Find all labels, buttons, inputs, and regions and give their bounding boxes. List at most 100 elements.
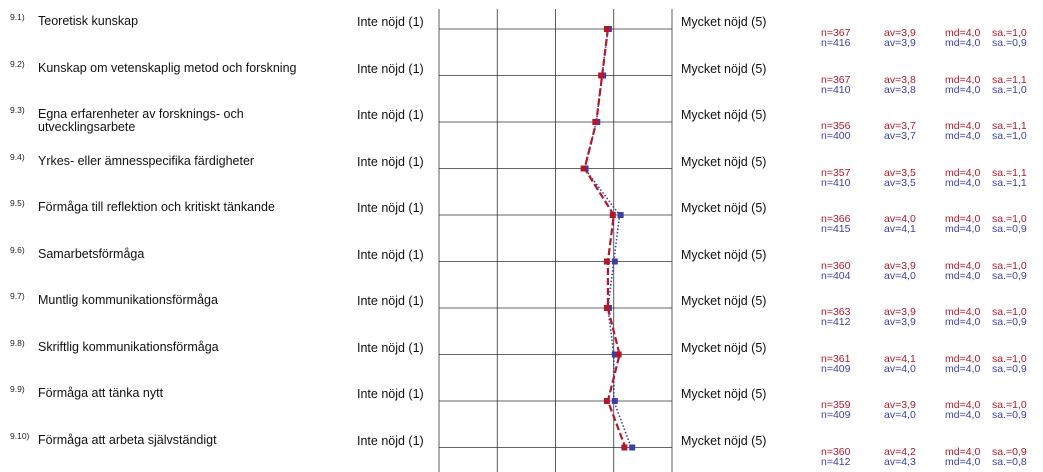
series-a-point: [603, 26, 610, 32]
question-label: Samarbetsförmåga: [38, 246, 145, 261]
scale-high-label: Mycket nöjd (5): [681, 108, 767, 122]
stat-av-series-a: av=3,9: [884, 259, 916, 272]
question-row: 9.2) Kunskap om vetenskaplig metod och fo…: [0, 54, 1043, 100]
stat-av-series-b: av=4,1: [884, 223, 916, 235]
stat-sa-series-b: sa.=0,9: [992, 316, 1027, 328]
scale-low-label: Inte nöjd (1): [357, 433, 424, 448]
stat-sa-series-b: sa.=0,8: [992, 455, 1027, 468]
scale-high-label: Mycket nöjd (5): [681, 61, 767, 76]
stat-av-series-b: av=3,9: [884, 316, 916, 328]
question-row: 9.8) Skriftlig kommunikationsförmåga Inte …: [0, 333, 1043, 379]
series-a-point: [603, 398, 610, 404]
stat-md-series-b: md=4,0: [945, 269, 981, 282]
question-number: 9.6): [10, 244, 25, 255]
question-label: Förmåga att tänka nytt: [38, 386, 164, 400]
scale-low-label: Inte nöjd (1): [357, 387, 424, 401]
stat-n-series-b: n=404: [821, 269, 851, 282]
stat-md-series-b: md=4,0: [945, 455, 981, 468]
stat-md-series-a: md=4,0: [945, 27, 981, 39]
stat-av-series-a: av=3,7: [884, 120, 916, 132]
stat-av-series-a: av=3,8: [884, 73, 916, 86]
stat-n-series-a: n=367: [821, 27, 851, 39]
stat-sa-series-a: sa.=1,0: [992, 259, 1027, 272]
stat-md-series-b: md=4,0: [945, 362, 981, 375]
scale-high-label: Mycket nöjd (5): [681, 201, 767, 215]
stat-sa-series-a: sa.=1,0: [992, 352, 1027, 365]
stat-md-series-a: md=4,0: [945, 306, 981, 318]
question-number: 9.3): [10, 105, 25, 115]
series-a-point: [598, 72, 605, 79]
stat-md-series-a: md=4,0: [945, 213, 981, 225]
series-a-point: [609, 212, 616, 218]
question-row: 9.1) Teoretisk kunskap Inte nöjd (1) Mycket…: [0, 7, 1043, 53]
stat-sa-series-b: sa.=0,9: [992, 37, 1027, 49]
scale-high-label: Mycket nöjd (5): [681, 294, 767, 308]
stat-md-series-b: md=4,0: [945, 83, 981, 96]
question-row: 9.3) Egna erfarenheter av forsknings- och…: [0, 100, 1043, 146]
scale-high-label: Mycket nöjd (5): [681, 387, 767, 401]
series-a-point: [615, 351, 622, 358]
stat-sa-series-b: sa.=0,9: [992, 409, 1027, 421]
stat-av-series-b: av=4,0: [884, 409, 916, 421]
scale-low-label: Inte nöjd (1): [357, 340, 424, 355]
stat-md-series-a: md=4,0: [945, 166, 981, 179]
stat-av-series-a: av=4,2: [884, 445, 916, 458]
stat-n-series-a: n=357: [821, 166, 851, 179]
question-number: 9.10): [10, 430, 30, 441]
stat-n-series-a: n=361: [821, 352, 851, 365]
stat-n-series-b: n=412: [821, 455, 851, 468]
scale-low-label: Inte nöjd (1): [357, 108, 424, 122]
scale-high-label: Mycket nöjd (5): [681, 247, 767, 262]
stat-sa-series-a: sa.=1,1: [992, 166, 1027, 179]
stat-sa-series-b: sa.=1,0: [992, 83, 1027, 96]
stat-md-series-b: md=4,0: [945, 37, 981, 49]
stat-n-series-b: n=410: [821, 83, 851, 96]
question-label: Kunskap om vetenskaplig metod och forskn…: [38, 60, 297, 75]
scale-low-label: Inte nöjd (1): [357, 61, 424, 76]
stat-av-series-a: av=4,1: [884, 352, 916, 365]
stat-md-series-a: md=4,0: [945, 73, 981, 86]
stat-n-series-b: n=412: [821, 316, 851, 328]
stat-n-series-a: n=366: [821, 213, 851, 225]
question-row: 9.4) Yrkes- eller ämnesspecifika färdighe…: [0, 147, 1043, 193]
question-label: Skriftlig kommunikationsförmåga: [38, 339, 219, 354]
stat-av-series-b: av=3,9: [884, 37, 916, 49]
question-row: 9.10) Förmåga att arbeta självständigt Int…: [0, 426, 1043, 472]
stat-n-series-a: n=360: [821, 445, 851, 458]
stat-sa-series-a: sa.=1,0: [992, 399, 1027, 411]
scale-low-label: Inte nöjd (1): [357, 247, 424, 262]
series-a-point: [592, 119, 599, 125]
stat-n-series-a: n=367: [821, 73, 851, 86]
stat-n-series-b: n=416: [821, 37, 851, 49]
stat-sa-series-a: sa.=1,0: [992, 27, 1027, 39]
stat-n-series-b: n=400: [821, 130, 851, 142]
scale-low-label: Inte nöjd (1): [357, 15, 424, 29]
stat-av-series-b: av=4,0: [884, 269, 916, 282]
question-label: Förmåga att arbeta självständigt: [38, 432, 217, 447]
stat-sa-series-a: sa.=1,1: [992, 73, 1027, 86]
stat-n-series-b: n=415: [821, 223, 851, 235]
question-label: Förmåga till reflektion och kritiskt tän…: [38, 200, 275, 214]
question-row: 9.5) Förmåga till reflektion och kritiskt…: [0, 193, 1043, 239]
question-row: 9.7) Muntlig kommunikationsförmåga Inte nö…: [0, 286, 1043, 332]
stat-n-series-b: n=409: [821, 409, 851, 421]
stat-av-series-b: av=3,5: [884, 176, 916, 189]
stat-md-series-b: md=4,0: [945, 409, 981, 421]
stat-sa-series-a: sa.=1,0: [992, 213, 1027, 225]
stat-sa-series-b: sa.=1,1: [992, 176, 1027, 189]
series-b-point: [611, 258, 618, 265]
stat-av-series-a: av=3,5: [884, 166, 916, 179]
stat-n-series-a: n=359: [821, 399, 851, 411]
stat-sa-series-a: sa.=1,1: [992, 120, 1027, 132]
scale-low-label: Inte nöjd (1): [357, 201, 424, 215]
series-b-point: [617, 212, 624, 218]
stat-md-series-b: md=4,0: [945, 176, 981, 189]
stat-sa-series-b: sa.=0,9: [992, 223, 1027, 235]
series-b-point: [611, 351, 618, 358]
question-row: 9.6) Samarbetsförmåga Inte nöjd (1) Mycket …: [0, 240, 1043, 286]
stat-md-series-a: md=4,0: [945, 120, 981, 132]
question-number: 9.4): [10, 151, 25, 162]
scale-high-label: Mycket nöjd (5): [681, 154, 767, 169]
question-row: 9.9) Förmåga att tänka nytt Inte nöjd (1) M…: [0, 379, 1043, 425]
